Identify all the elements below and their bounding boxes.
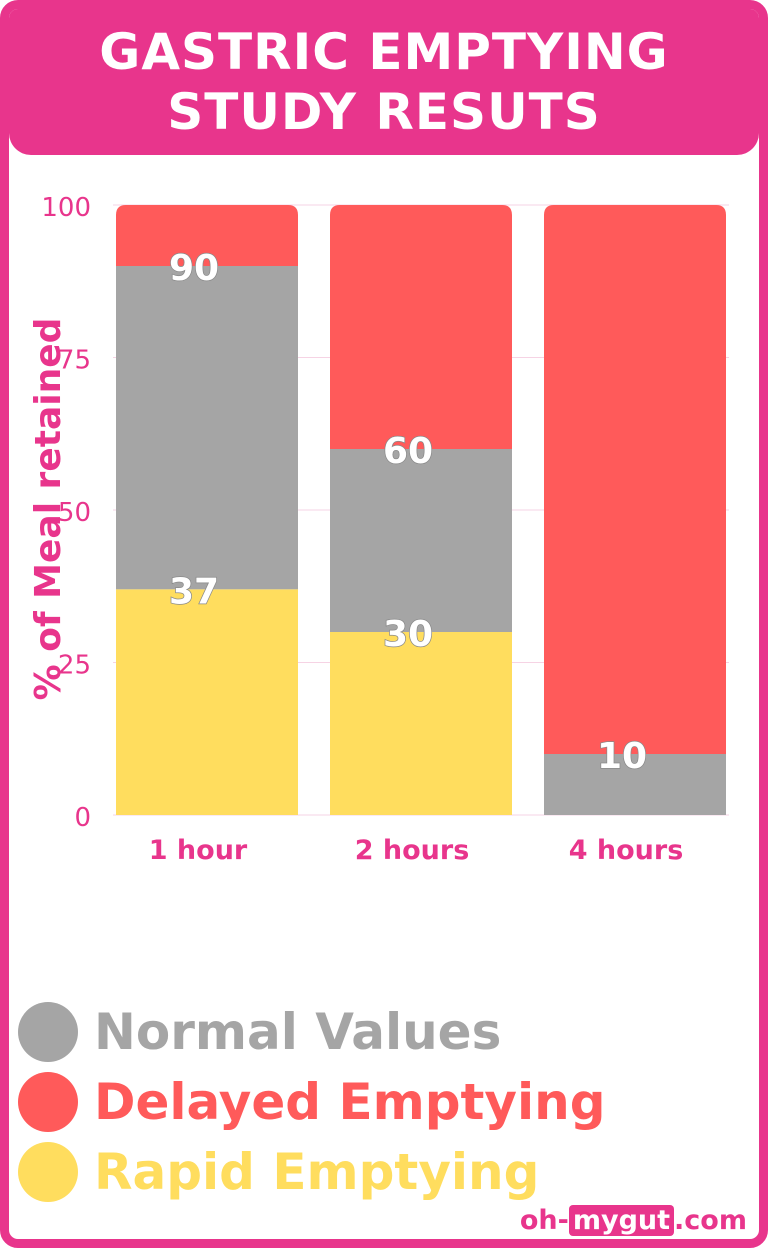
bar-segment bbox=[116, 205, 298, 266]
legend: Normal Values Delayed Emptying Rapid Emp… bbox=[18, 997, 606, 1207]
bar-group bbox=[544, 205, 726, 815]
bar-segment bbox=[116, 266, 298, 590]
legend-label-delayed: Delayed Emptying bbox=[94, 1073, 606, 1131]
legend-label-normal: Normal Values bbox=[94, 1003, 502, 1061]
data-label: 37 bbox=[169, 571, 219, 612]
data-label: 10 bbox=[597, 736, 647, 777]
brand-logo: oh-mygut .com bbox=[520, 1205, 747, 1236]
brand-suffix: .com bbox=[674, 1205, 747, 1236]
bar-group bbox=[116, 205, 298, 815]
brand-highlight: mygut bbox=[568, 1205, 675, 1236]
y-tick-label: 25 bbox=[58, 651, 91, 681]
legend-item-rapid: Rapid Emptying bbox=[18, 1137, 606, 1207]
data-label: 60 bbox=[383, 431, 433, 472]
bar-segment bbox=[330, 632, 512, 815]
bar-segment bbox=[330, 205, 512, 449]
y-axis-ticks: 100 75 50 25 0 bbox=[41, 193, 91, 833]
legend-item-delayed: Delayed Emptying bbox=[18, 1067, 606, 1137]
x-axis-ticks: 1 hour 2 hours 4 hours bbox=[149, 835, 684, 866]
data-label: 30 bbox=[383, 614, 433, 655]
y-tick-label: 100 bbox=[41, 193, 91, 223]
legend-dot-delayed bbox=[18, 1072, 78, 1132]
brand-prefix: oh- bbox=[519, 1205, 569, 1236]
bar-group bbox=[330, 205, 512, 815]
title-line-1: GASTRIC EMPTYING bbox=[99, 23, 669, 81]
y-tick-label: 75 bbox=[58, 346, 91, 376]
bar-segment bbox=[116, 589, 298, 815]
title-line-2: STUDY RESUTS bbox=[167, 83, 601, 141]
title-banner: GASTRIC EMPTYING STUDY RESUTS bbox=[9, 9, 759, 155]
x-tick-label: 4 hours bbox=[569, 835, 684, 866]
legend-item-normal: Normal Values bbox=[18, 997, 606, 1067]
bar-segment bbox=[544, 754, 726, 815]
bar-segment bbox=[544, 205, 726, 754]
y-tick-label: 0 bbox=[74, 803, 91, 833]
y-axis-label: % of Meal retained bbox=[28, 318, 69, 701]
legend-dot-normal bbox=[18, 1002, 78, 1062]
bars bbox=[116, 205, 726, 815]
y-tick-label: 50 bbox=[58, 498, 91, 528]
x-tick-label: 1 hour bbox=[149, 835, 248, 866]
bar-segment bbox=[330, 449, 512, 632]
legend-dot-rapid bbox=[18, 1142, 78, 1202]
data-label: 90 bbox=[169, 248, 219, 289]
legend-label-rapid: Rapid Emptying bbox=[94, 1143, 540, 1201]
x-tick-label: 2 hours bbox=[355, 835, 470, 866]
stacked-bar-chart: 90 37 60 30 10 100 75 50 25 0 1 hour 2 hours 4 hou… bbox=[28, 193, 729, 866]
data-labels: 90 37 60 30 10 bbox=[168, 247, 648, 778]
